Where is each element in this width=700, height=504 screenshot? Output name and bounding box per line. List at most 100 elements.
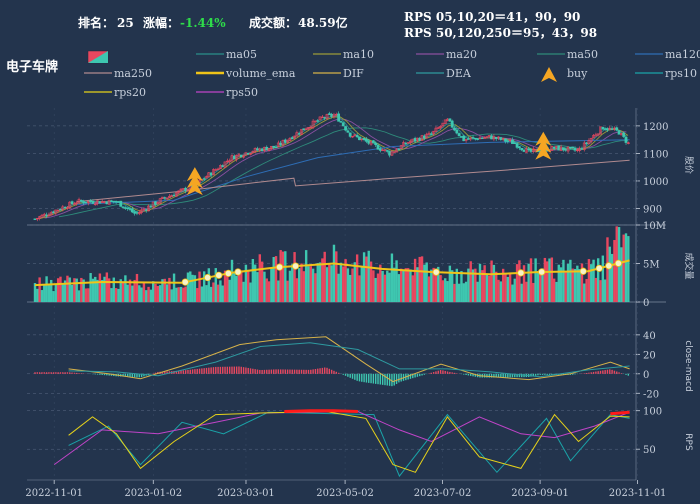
volume-signal-dot [275,263,284,271]
change-value: -1.44% [180,16,226,30]
volume-bar [38,277,41,302]
y-axis-title-price: 股价 [683,156,694,174]
volume-bar [33,283,37,302]
volume-bar [309,266,313,302]
candle-body [571,146,575,149]
y-tick-label-macd: 0 [643,370,649,381]
volume-bar [529,258,533,302]
volume-bar [376,273,380,302]
volume-bar [50,279,53,302]
volume-bar [490,260,493,302]
volume-bar [358,275,361,302]
candle-body [587,140,591,145]
volume-bar [448,265,452,302]
volume-bar [272,257,275,302]
volume-bar [569,259,572,302]
ma20-line [44,118,627,219]
change-label: 涨幅： [143,15,179,30]
volume-bar [478,263,482,302]
macd-dea-line [68,342,630,378]
candle-body [79,199,83,202]
volume-signal-dot [215,271,223,279]
candle-body [582,142,586,150]
sector-title: 电子车牌 [6,59,58,75]
candle-body [522,149,526,152]
candle-body [436,127,440,129]
candle-body [304,128,308,131]
volume-bar [557,264,560,302]
candle-body [318,116,322,121]
volume-bar [411,275,414,302]
candle-body [300,129,303,135]
candle-body [422,135,426,139]
volume-bar [606,237,609,302]
candle-body [473,137,477,140]
y-tick-label-rps: 100 [643,407,662,418]
candle-body [557,145,561,151]
buy-signal-marker [535,138,552,153]
volume-bar [165,284,169,302]
volume-bar [518,260,521,302]
volume-bar [121,282,125,302]
rps50-line [53,410,630,466]
volume-bar [131,285,134,302]
chart-legend: ma05 ma10 ma20 ma50 ma120 ma250 volume_ema DIF D… [84,48,700,99]
x-tick-label: 2023-07-02 [414,488,472,499]
volume-bar [226,272,229,302]
volume-bar [189,271,192,302]
volume-bar [36,288,39,302]
volume-bar [302,271,306,302]
candle-body [174,192,178,197]
candle-body [580,148,584,150]
volume-bar [430,269,433,302]
candle-body [140,209,144,213]
candle-body [457,133,461,137]
candle-body [450,120,454,128]
volume-bar [202,271,206,302]
candle-body [455,129,459,134]
volume-bar [45,276,48,302]
volume-bar [460,271,463,302]
candle-body [272,145,276,148]
volume-bar [434,269,438,302]
volume-bar [119,279,122,302]
volume-bar [418,256,421,302]
volume-bar [191,274,194,302]
candle-body [297,133,301,135]
volume-bar [270,268,273,302]
volume-bar [212,282,215,302]
volume-bar [627,236,630,302]
candle-body [562,147,565,151]
rps20-line [68,410,630,473]
candle-body [615,127,619,131]
volume-bar [351,268,354,302]
candle-body [626,142,630,144]
volume-bar [548,258,551,302]
candle-body [105,201,109,205]
candle-body [337,113,341,122]
volume-bar [552,278,556,302]
candle-body [63,206,67,209]
candle-body [453,127,456,131]
volume-bar [541,268,544,302]
volume-bar [75,278,78,302]
volume-bar [587,259,591,302]
volume-bar [527,263,530,302]
candle-body [330,113,334,117]
volume-bar [126,284,129,302]
volume-bar [583,283,586,302]
volume-bar [335,251,338,302]
candle-body [68,201,72,209]
volume-bar [200,286,204,302]
legend-label-dif: DIF [343,67,364,80]
volume-bar [156,285,160,302]
candle-body [311,120,315,128]
candle-body [154,201,157,205]
volume-bar [84,288,88,302]
candle-body [499,137,503,140]
volume-bar [316,263,319,302]
volume-bar [82,279,85,302]
candle-body [483,137,487,139]
candle-body [383,149,387,151]
